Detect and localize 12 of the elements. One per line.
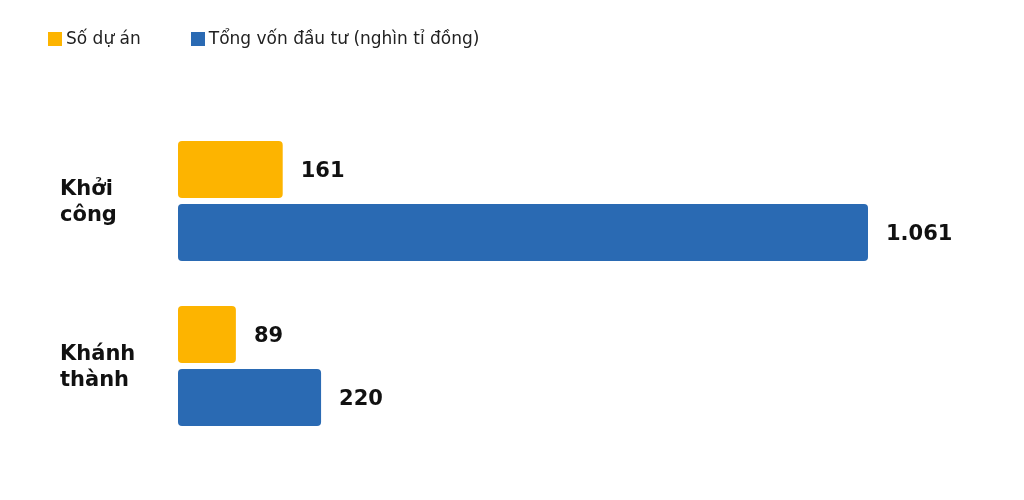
bar bbox=[178, 204, 868, 261]
bar bbox=[178, 141, 283, 198]
data-label: 89 bbox=[253, 322, 284, 347]
data-label: 220 bbox=[339, 385, 383, 410]
bar bbox=[178, 306, 236, 363]
legend-label: Tổng vốn đầu tư (nghìn tỉ đồng) bbox=[208, 28, 480, 48]
y-tick-label: Khởi công bbox=[60, 175, 117, 226]
bar bbox=[178, 369, 322, 426]
legend-label: Số dự án bbox=[66, 28, 141, 48]
data-label: 161 bbox=[300, 157, 345, 182]
y-tick-label: Khánh thành bbox=[60, 340, 136, 391]
data-label: 1.061 bbox=[886, 220, 953, 245]
